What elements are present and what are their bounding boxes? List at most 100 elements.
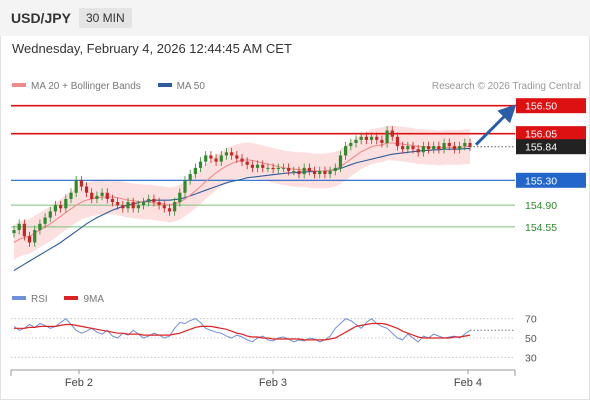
- rsi-tick-0: 70: [525, 314, 537, 326]
- candle-body: [349, 142, 353, 147]
- candle-body: [380, 139, 384, 143]
- legend-ma20: MA 20 + Bollinger Bands: [12, 81, 141, 92]
- candle-body: [53, 205, 58, 212]
- candle-body: [364, 136, 368, 140]
- level-label-box-0: [516, 98, 586, 114]
- candle-body: [344, 146, 348, 156]
- rsi-legend: RSI 9MA: [12, 294, 118, 305]
- candle-body: [235, 155, 239, 159]
- level-label-3: 154.90: [525, 200, 557, 212]
- candle-body: [359, 136, 363, 140]
- candle-body: [276, 167, 280, 170]
- legend-9ma-swatch: [64, 296, 79, 301]
- candle-body: [287, 167, 291, 171]
- candle-body: [297, 170, 301, 175]
- rsi-series-9MA: [14, 322, 471, 341]
- level-label-box-1: [516, 126, 586, 142]
- legend-ma50: MA 50: [157, 81, 205, 92]
- candle-body: [432, 146, 436, 150]
- candle-body: [167, 208, 172, 212]
- candle-body: [442, 142, 446, 150]
- candle-body: [136, 205, 140, 209]
- current-price-box: [516, 139, 586, 155]
- candle-body: [12, 230, 16, 234]
- candle-body: [292, 170, 296, 172]
- candle-body: [411, 146, 415, 150]
- candle-body: [183, 180, 187, 193]
- candle-body: [90, 192, 94, 199]
- rsi-series-RSI: [13, 318, 471, 343]
- candle-body: [27, 236, 32, 243]
- candle-body: [59, 205, 63, 209]
- candle-body: [318, 170, 322, 175]
- candle-body: [48, 211, 52, 218]
- level-label-2: 155.30: [525, 175, 557, 187]
- candle-body: [452, 146, 457, 150]
- level-label-1: 156.05: [525, 129, 557, 141]
- candle-body: [193, 167, 197, 175]
- rsi-tick-1: 50: [525, 333, 537, 345]
- candle-body: [100, 192, 104, 196]
- candle-body: [468, 142, 472, 147]
- candle-body: [105, 192, 109, 199]
- candle-body: [79, 180, 83, 187]
- candle-body: [121, 205, 125, 209]
- target-arrow: [474, 104, 517, 146]
- candle-body: [95, 195, 99, 199]
- candle-body: [401, 146, 405, 150]
- symbol-label: USD/JPY: [11, 10, 71, 26]
- candle-body: [261, 164, 265, 168]
- candle-body: [173, 202, 177, 212]
- legend-9ma: 9MA: [64, 294, 104, 305]
- candle-body: [421, 146, 425, 153]
- candle-body: [230, 152, 234, 156]
- credit-text: Research © 2026 Trading Central: [431, 81, 581, 92]
- candle-body: [458, 146, 462, 150]
- candle-body: [110, 198, 115, 203]
- timestamp: Wednesday, February 4, 2026 12:44:45 AM …: [12, 41, 292, 56]
- candle-body: [328, 170, 332, 175]
- candle-body: [38, 223, 42, 231]
- bollinger-band: [14, 125, 470, 260]
- legend-ma20-swatch: [12, 83, 26, 88]
- candle-body: [64, 198, 68, 209]
- candle-body: [333, 167, 337, 171]
- candle-body: [240, 158, 244, 162]
- x-tick-0: Feb 2: [65, 377, 93, 389]
- candle-body: [74, 180, 78, 193]
- level-label-box-2: [516, 172, 586, 188]
- ma50-line: [13, 148, 470, 271]
- candle-body: [426, 146, 431, 150]
- candle-body: [307, 167, 311, 171]
- rsi-tick-2: 30: [525, 352, 537, 364]
- candle-body: [22, 223, 26, 237]
- candle-body: [141, 202, 146, 206]
- candle-body: [157, 202, 161, 206]
- candle-body: [302, 167, 306, 175]
- candle-body: [385, 130, 389, 143]
- candle-body: [131, 202, 135, 209]
- candle-body: [162, 205, 166, 209]
- timeframe-badge[interactable]: 30 MIN: [79, 8, 132, 28]
- legend-rsi-swatch: [12, 296, 26, 301]
- candle-body: [214, 158, 218, 162]
- candle-body: [245, 161, 249, 165]
- candle-body: [463, 142, 467, 147]
- candle-body: [437, 146, 441, 150]
- candle-body: [69, 192, 73, 199]
- level-label-0: 156.50: [525, 101, 557, 113]
- candle-body: [390, 130, 394, 137]
- candle-body: [312, 170, 317, 175]
- candles: [12, 126, 472, 247]
- candle-body: [219, 155, 223, 162]
- candle-body: [406, 146, 410, 150]
- candle-body: [255, 164, 260, 168]
- current-price-label: 155.84: [525, 142, 557, 154]
- candle-body: [281, 167, 286, 169]
- candle-body: [178, 192, 182, 203]
- candle-body: [416, 149, 420, 153]
- candle-body: [224, 152, 229, 156]
- candle-body: [271, 167, 275, 170]
- candle-body: [338, 155, 343, 168]
